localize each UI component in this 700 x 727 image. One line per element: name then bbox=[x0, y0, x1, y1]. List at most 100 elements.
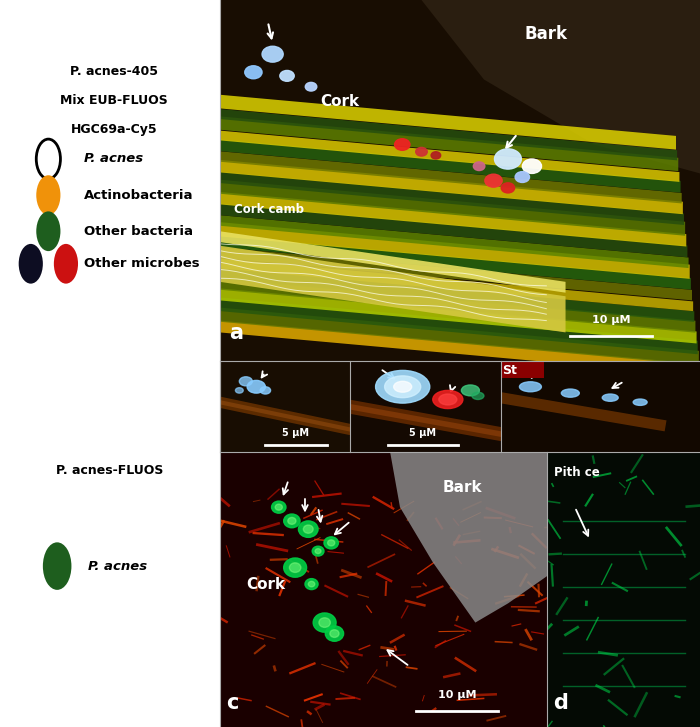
Circle shape bbox=[393, 381, 412, 393]
Circle shape bbox=[384, 376, 421, 398]
Circle shape bbox=[472, 393, 484, 400]
Text: Cork: Cork bbox=[321, 94, 359, 108]
Circle shape bbox=[433, 390, 463, 409]
Polygon shape bbox=[220, 222, 690, 279]
Polygon shape bbox=[220, 278, 695, 333]
Circle shape bbox=[245, 65, 262, 79]
Circle shape bbox=[36, 212, 60, 251]
Circle shape bbox=[288, 518, 296, 524]
Text: Actinobacteria: Actinobacteria bbox=[83, 188, 193, 201]
Text: Cork camb: Cork camb bbox=[234, 203, 304, 216]
Polygon shape bbox=[220, 289, 696, 343]
Polygon shape bbox=[220, 95, 676, 150]
Circle shape bbox=[376, 371, 430, 403]
Polygon shape bbox=[220, 297, 698, 354]
Text: Pith ce: Pith ce bbox=[554, 466, 599, 479]
Circle shape bbox=[305, 579, 318, 590]
Circle shape bbox=[501, 182, 514, 193]
Text: Other bacteria: Other bacteria bbox=[83, 225, 192, 238]
Circle shape bbox=[485, 174, 502, 187]
Text: Other microbes: Other microbes bbox=[83, 257, 199, 270]
Polygon shape bbox=[220, 231, 566, 293]
Circle shape bbox=[247, 380, 265, 393]
Text: Bark: Bark bbox=[525, 25, 568, 44]
Circle shape bbox=[308, 582, 315, 587]
Polygon shape bbox=[220, 268, 694, 322]
Polygon shape bbox=[220, 116, 678, 171]
Circle shape bbox=[272, 501, 286, 513]
Text: HGC69a-Cy5: HGC69a-Cy5 bbox=[71, 123, 158, 136]
Circle shape bbox=[634, 399, 647, 406]
Polygon shape bbox=[390, 452, 547, 622]
Text: Mix EUB-FLUOS: Mix EUB-FLUOS bbox=[60, 94, 168, 107]
Text: 10 μM: 10 μM bbox=[438, 689, 477, 699]
Circle shape bbox=[312, 546, 324, 556]
Circle shape bbox=[260, 387, 271, 394]
Circle shape bbox=[280, 71, 294, 81]
Text: P. acnes-405: P. acnes-405 bbox=[70, 65, 158, 78]
Circle shape bbox=[235, 387, 243, 393]
Circle shape bbox=[305, 82, 317, 91]
Circle shape bbox=[330, 630, 339, 638]
Polygon shape bbox=[220, 204, 687, 257]
Polygon shape bbox=[220, 215, 689, 268]
Circle shape bbox=[284, 514, 300, 528]
Polygon shape bbox=[421, 0, 700, 174]
Circle shape bbox=[473, 162, 485, 171]
Polygon shape bbox=[220, 236, 691, 289]
Circle shape bbox=[324, 537, 338, 549]
Text: d: d bbox=[554, 694, 568, 713]
Circle shape bbox=[315, 549, 321, 553]
Polygon shape bbox=[220, 180, 685, 236]
Text: Bark: Bark bbox=[442, 480, 482, 494]
Circle shape bbox=[431, 152, 441, 159]
Circle shape bbox=[461, 385, 480, 395]
Circle shape bbox=[522, 159, 542, 174]
Polygon shape bbox=[220, 246, 566, 332]
Polygon shape bbox=[220, 109, 677, 161]
Text: St: St bbox=[503, 364, 517, 377]
Circle shape bbox=[439, 394, 457, 405]
Polygon shape bbox=[220, 308, 699, 365]
Text: P. acnes: P. acnes bbox=[83, 153, 143, 166]
Circle shape bbox=[262, 47, 284, 62]
Polygon shape bbox=[220, 160, 683, 214]
Text: P. acnes: P. acnes bbox=[88, 560, 147, 573]
Bar bbox=[500, 361, 545, 378]
Text: a: a bbox=[230, 324, 244, 343]
Circle shape bbox=[54, 244, 78, 284]
Polygon shape bbox=[220, 247, 692, 300]
Circle shape bbox=[36, 175, 60, 215]
Circle shape bbox=[303, 525, 313, 534]
Circle shape bbox=[284, 558, 307, 577]
Circle shape bbox=[36, 139, 60, 179]
Text: 5 μM: 5 μM bbox=[283, 427, 309, 438]
Polygon shape bbox=[220, 151, 682, 204]
Text: 5 μM: 5 μM bbox=[410, 427, 437, 438]
Circle shape bbox=[602, 394, 618, 401]
Circle shape bbox=[326, 626, 344, 641]
Circle shape bbox=[519, 382, 541, 392]
Circle shape bbox=[313, 613, 336, 632]
Text: 10 μM: 10 μM bbox=[592, 316, 631, 325]
Circle shape bbox=[494, 149, 522, 169]
Circle shape bbox=[561, 389, 580, 397]
Circle shape bbox=[43, 542, 71, 590]
Polygon shape bbox=[220, 259, 693, 311]
Polygon shape bbox=[220, 140, 680, 193]
Circle shape bbox=[19, 244, 43, 284]
Circle shape bbox=[416, 148, 427, 156]
Circle shape bbox=[239, 377, 253, 386]
Circle shape bbox=[275, 504, 282, 510]
Polygon shape bbox=[220, 131, 680, 182]
Circle shape bbox=[289, 563, 301, 572]
Circle shape bbox=[319, 618, 330, 627]
Circle shape bbox=[515, 172, 529, 182]
Polygon shape bbox=[220, 192, 686, 246]
Circle shape bbox=[395, 139, 410, 150]
Text: c: c bbox=[226, 694, 239, 713]
Text: Cork: Cork bbox=[246, 577, 285, 592]
Circle shape bbox=[328, 540, 335, 546]
Circle shape bbox=[298, 521, 318, 537]
Polygon shape bbox=[220, 172, 684, 225]
